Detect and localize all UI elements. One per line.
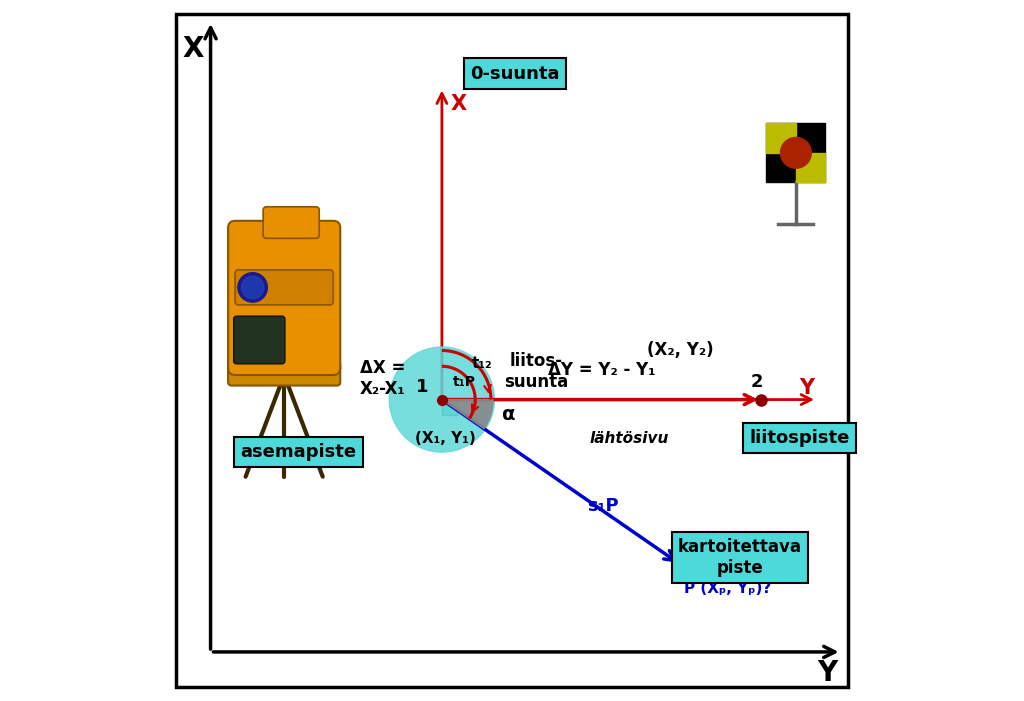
Circle shape [389, 347, 495, 452]
Bar [766, 123, 825, 182]
FancyBboxPatch shape [233, 316, 285, 364]
FancyBboxPatch shape [175, 14, 849, 687]
Text: ΔX =
X₂-X₁: ΔX = X₂-X₁ [359, 359, 406, 398]
Polygon shape [796, 153, 825, 182]
Text: t₁₂: t₁₂ [472, 355, 493, 371]
Text: liitos-
suunta: liitos- suunta [505, 352, 568, 391]
Text: 0-suunta: 0-suunta [470, 64, 559, 83]
Bar [442, 400, 458, 415]
Text: t₁P: t₁P [453, 375, 476, 389]
Text: X: X [182, 35, 204, 63]
Text: ΔY = Y₂ - Y₁: ΔY = Y₂ - Y₁ [548, 361, 655, 379]
Text: asemapiste: asemapiste [241, 443, 356, 461]
Text: lähtösivu: lähtösivu [590, 430, 669, 446]
FancyBboxPatch shape [263, 207, 319, 238]
Text: kartoitettava
piste: kartoitettava piste [678, 538, 802, 577]
Text: (X₁, Y₁): (X₁, Y₁) [415, 430, 476, 446]
Text: liitospiste: liitospiste [750, 429, 850, 447]
Text: s₁P: s₁P [588, 498, 618, 515]
Ellipse shape [242, 276, 264, 299]
Ellipse shape [238, 273, 267, 302]
Text: X: X [451, 94, 467, 114]
Text: 1: 1 [416, 378, 428, 396]
Text: P (Xₚ, Yₚ)?: P (Xₚ, Yₚ)? [684, 581, 771, 597]
Text: Y: Y [817, 659, 838, 687]
FancyBboxPatch shape [236, 270, 333, 305]
Text: (X₂, Y₂): (X₂, Y₂) [647, 341, 714, 360]
Polygon shape [766, 123, 796, 153]
FancyBboxPatch shape [228, 361, 340, 386]
Text: Y: Y [799, 379, 814, 398]
Text: 2: 2 [751, 373, 764, 391]
Circle shape [780, 137, 811, 168]
Wedge shape [442, 400, 494, 429]
FancyBboxPatch shape [228, 221, 340, 375]
Text: α: α [502, 405, 515, 425]
